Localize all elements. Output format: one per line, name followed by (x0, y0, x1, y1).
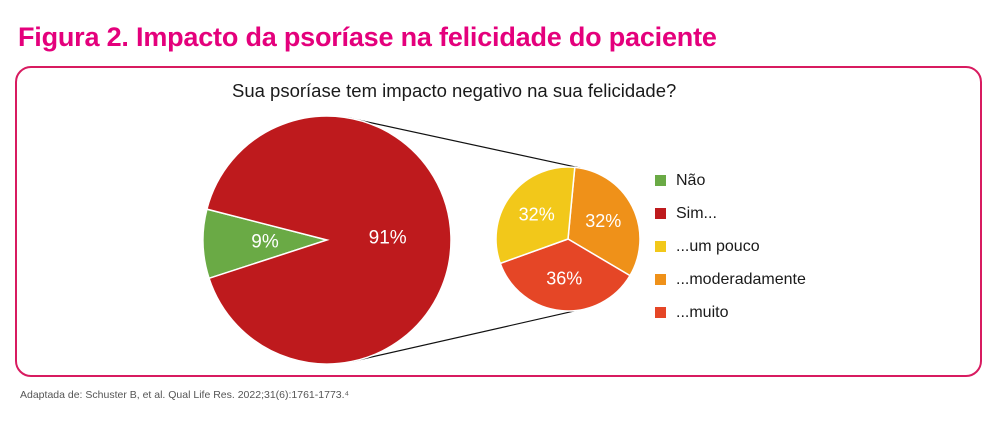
legend-item-muito: ...muito (655, 296, 806, 329)
legend-item-um-pouco: ...um pouco (655, 230, 806, 263)
legend-item-sim: Sim... (655, 197, 806, 230)
legend-label-um-pouco: ...um pouco (676, 237, 760, 255)
data-label-um-pouco: 32% (519, 205, 555, 225)
slice-muito (499, 238, 631, 312)
legend-swatch-muito (655, 307, 666, 318)
connector-line-bottom (352, 309, 577, 362)
legend-label-moderadamente: ...moderadamente (676, 270, 806, 288)
legend-item-moderadamente: ...moderadamente (655, 263, 806, 296)
source-citation: Adaptada de: Schuster B, et al. Qual Lif… (20, 389, 350, 401)
connector-line-top (348, 117, 581, 169)
slice-um-pouco (495, 166, 576, 265)
chart-frame (15, 66, 982, 377)
legend-swatch-um-pouco (655, 241, 666, 252)
legend-label-nao: Não (676, 171, 706, 189)
legend-label-sim: Sim... (676, 204, 717, 222)
data-label-muito: 36% (546, 268, 582, 288)
legend-label-muito: ...muito (676, 303, 729, 321)
chart-question: Sua psoríase tem impacto negativo na sua… (232, 80, 677, 101)
legend-swatch-nao (655, 175, 666, 186)
legend-item-nao: Não (655, 164, 806, 197)
slice-sim (205, 115, 452, 365)
slice-moderadamente (567, 166, 641, 277)
figure-title: Figura 2. Impacto da psoríase na felicid… (18, 22, 717, 52)
legend-swatch-sim (655, 208, 666, 219)
legend: Não Sim... ...um pouco ...moderadamente … (655, 164, 806, 329)
data-label-moderadamente: 32% (585, 211, 621, 231)
legend-swatch-moderadamente (655, 274, 666, 285)
data-label-sim: 91% (369, 228, 407, 249)
data-label-nao: 9% (251, 231, 279, 252)
